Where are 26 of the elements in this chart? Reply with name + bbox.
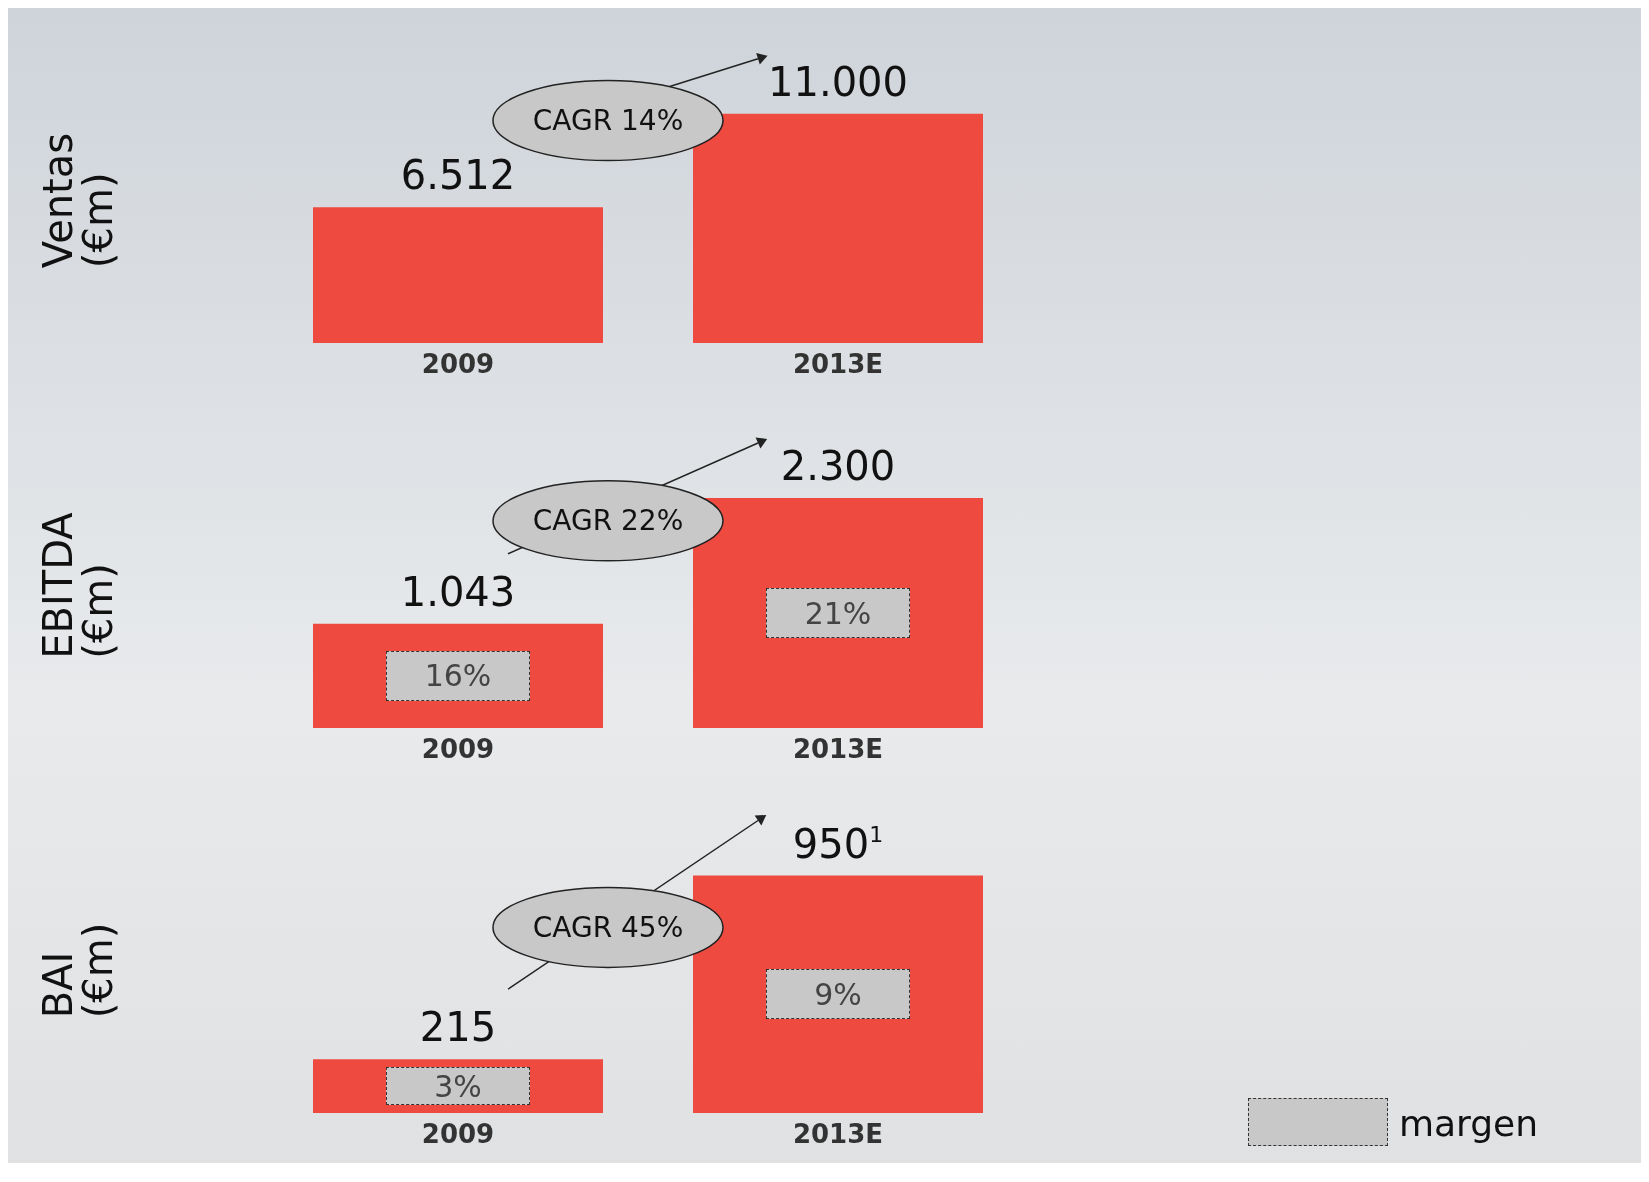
annotation: 9% <box>814 976 862 1012</box>
x-tick-label: 2009 <box>421 349 495 379</box>
data-label: 1.043 <box>400 568 516 615</box>
data-label: 6.512 <box>400 152 516 199</box>
label-box: 21% <box>766 588 910 638</box>
annotation: 21% <box>804 595 872 631</box>
label-box: 16% <box>386 650 530 701</box>
x-tick-label: 2009 <box>421 734 495 764</box>
annotation: 16% <box>424 658 492 694</box>
label-box: 9% <box>766 969 910 1020</box>
x-tick-label: 2013E <box>792 1119 884 1149</box>
x-tick-label: 2009 <box>421 1119 495 1149</box>
label-box: 3% <box>386 1067 530 1105</box>
annotation: CAGR 22% <box>532 504 684 538</box>
y-axis-title: BAI (€m) <box>35 922 121 1019</box>
data-label: 215 <box>419 1004 497 1051</box>
y-axis-title: Ventas (€m) <box>35 132 121 269</box>
text: margen <box>1398 1102 1539 1144</box>
x-tick-label: 2013E <box>792 734 884 764</box>
x-tick-label: 2013E <box>792 349 884 379</box>
data-label: 11.000 <box>768 58 908 105</box>
annotation: CAGR 45% <box>532 910 684 944</box>
annotation: CAGR 14% <box>532 104 684 138</box>
y-axis-title: EBITDA (€m) <box>35 511 121 659</box>
data-label: 2.300 <box>780 443 896 489</box>
annotation: 3% <box>434 1068 482 1104</box>
